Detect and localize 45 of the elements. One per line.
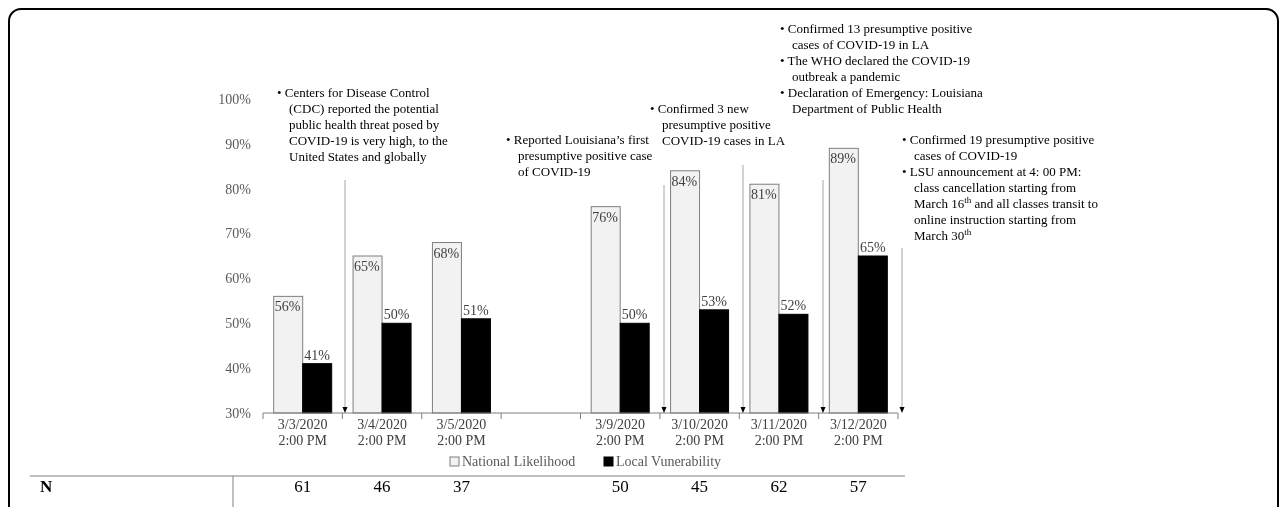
y-tick-label: 100% — [218, 91, 252, 107]
x-tick-label: 3/3/2020 2:00 PM — [277, 417, 328, 448]
legend-label: National Likelihood — [462, 454, 576, 469]
data-label: 84% — [671, 173, 698, 189]
data-label: 76% — [592, 209, 619, 225]
x-tick-label: 3/12/2020 2:00 PM — [829, 417, 887, 448]
text: • The WHO declared the COVID-19 outbreak a pandemic — [780, 53, 970, 84]
text: 37 — [452, 477, 471, 496]
x-tick-label: 3/5/2020 2:00 PM — [436, 417, 487, 448]
data-label: 65% — [354, 259, 381, 274]
y-tick-label: 80% — [225, 181, 252, 197]
y-tick-label: 40% — [225, 361, 252, 377]
x-tick-label: 3/11/2020 2:00 PM — [750, 417, 808, 448]
data-label: 52% — [780, 298, 807, 314]
y-tick-label: 90% — [225, 136, 252, 152]
data-label: 81% — [750, 187, 777, 203]
y-tick-label: 30% — [225, 405, 252, 421]
x-tick-label: 3/4/2020 2:00 PM — [357, 417, 407, 448]
data-label: 53% — [701, 293, 728, 309]
text: • Confirmed 13 presumptive positive cases of COVID-19 in LA — [780, 21, 973, 52]
data-label: 68% — [433, 245, 460, 261]
text: 62 — [770, 477, 788, 496]
text: 61 — [294, 477, 312, 496]
text: • Confirmed 19 presumptive positive cases of COVID-19 — [902, 132, 1095, 163]
text: N — [40, 477, 53, 496]
legend-label: Local Vunerability — [616, 454, 722, 469]
data-label: 51% — [463, 302, 490, 318]
text: 50 — [611, 477, 629, 496]
y-tick-label: 50% — [225, 316, 252, 332]
annotation: • Reported Louisiana’s first presumptive positive case of COVID-19 — [506, 132, 653, 179]
data-label: 41% — [304, 347, 331, 363]
text: 57 — [849, 477, 868, 496]
x-tick-label: 3/10/2020 2:00 PM — [671, 417, 728, 448]
data-label: 65% — [859, 240, 886, 255]
annotation: • Centers for Disease Control (CDC) reported the potential public health threat posed by COVID-19 is very high, to the United States and globally — [277, 85, 449, 164]
x-tick-label: 3/9/2020 2:00 PM — [595, 417, 646, 448]
data-label: 50% — [621, 307, 648, 323]
data-label: 89% — [830, 151, 857, 167]
data-label: 56% — [274, 299, 301, 315]
y-tick-label: 60% — [225, 271, 252, 287]
text: 45 — [691, 477, 709, 496]
y-tick-label: 70% — [225, 226, 252, 242]
data-label: 50% — [383, 307, 410, 323]
text: • LSU announcement at 4: 00 PM: class cancellation starting from March 16$^{th}$ and all classes transit to online instruction starting from March 30$^{th}$ — [902, 164, 1098, 243]
text: 46 — [373, 477, 391, 496]
